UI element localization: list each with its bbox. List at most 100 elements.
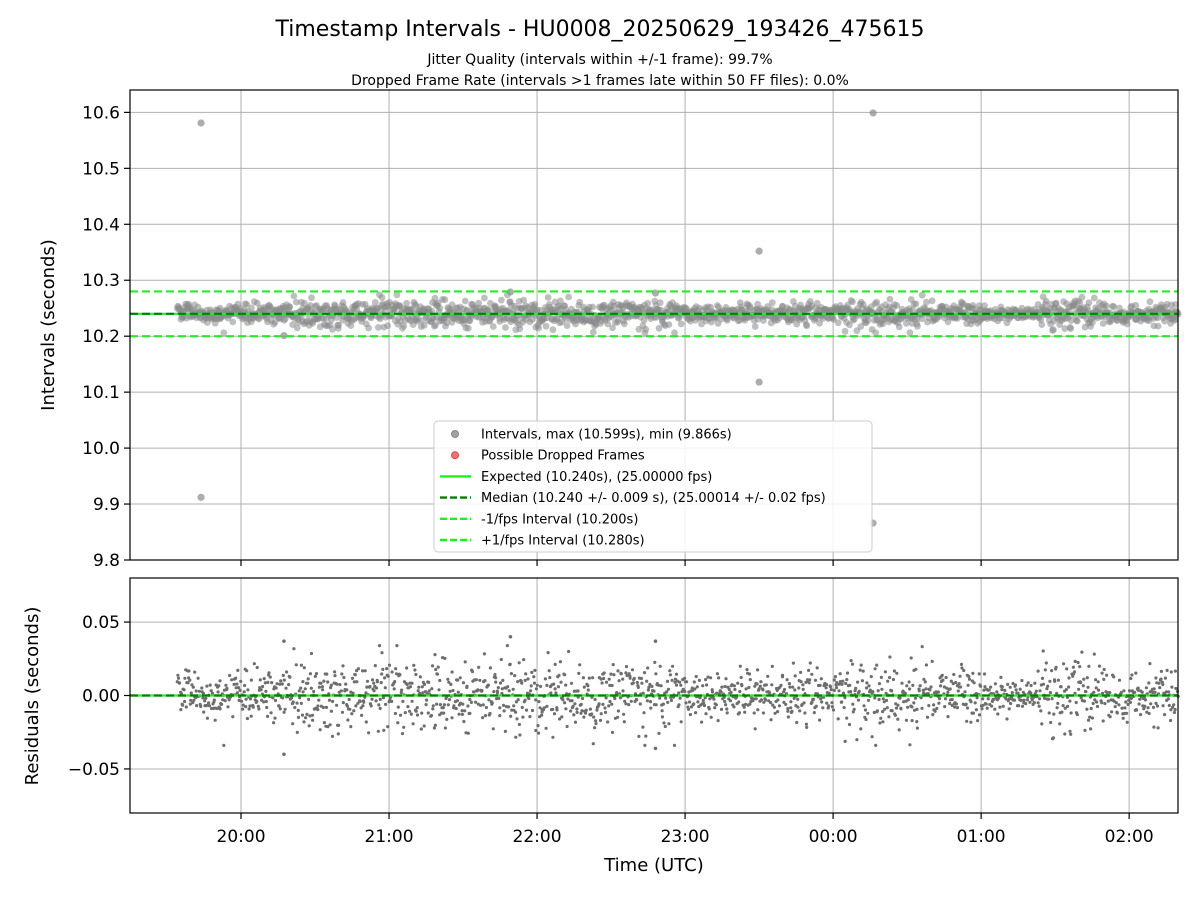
- residual-point: [879, 716, 883, 720]
- interval-point: [253, 299, 261, 307]
- residual-point: [265, 705, 269, 710]
- residual-point: [855, 738, 859, 742]
- residual-point: [701, 684, 705, 688]
- residual-point: [951, 682, 955, 686]
- residual-point: [1045, 687, 1049, 691]
- residuals-y-tick-label: 0.05: [82, 613, 120, 633]
- intervals-plot-frame: [129, 89, 1179, 561]
- residual-point: [1147, 711, 1151, 716]
- residual-point: [971, 711, 976, 715]
- residual-point: [624, 671, 628, 675]
- residual-point: [827, 704, 831, 708]
- residual-point: [759, 698, 764, 702]
- residual-point: [1119, 690, 1123, 695]
- residual-point: [1154, 701, 1158, 706]
- residual-point: [709, 715, 713, 719]
- residual-point: [898, 696, 902, 700]
- interval-point: [620, 320, 628, 328]
- residual-point: [356, 701, 360, 705]
- residual-point: [512, 704, 516, 708]
- residual-point: [450, 670, 454, 674]
- residual-point: [398, 673, 402, 677]
- residual-point: [890, 689, 894, 693]
- residual-extreme-point: [282, 639, 286, 643]
- residual-point: [403, 711, 407, 715]
- residual-point: [584, 711, 588, 715]
- residual-point: [807, 668, 811, 673]
- residual-point: [518, 733, 522, 737]
- residual-point: [450, 716, 454, 720]
- residual-point: [1010, 691, 1014, 695]
- interval-point: [846, 321, 853, 329]
- residual-point: [717, 676, 721, 680]
- residual-point: [203, 699, 207, 703]
- residual-point: [654, 672, 658, 676]
- residual-point: [690, 688, 695, 693]
- residual-point: [545, 704, 549, 709]
- residual-point: [431, 704, 435, 708]
- residual-point: [383, 686, 387, 690]
- residual-point: [361, 669, 365, 673]
- residual-point: [226, 705, 230, 709]
- residual-point: [255, 665, 259, 670]
- residual-point: [599, 677, 603, 681]
- residual-point: [943, 705, 947, 709]
- residual-point: [522, 658, 526, 662]
- residual-point: [565, 724, 569, 729]
- residual-point: [645, 699, 650, 703]
- residual-point: [326, 725, 330, 729]
- residual-point: [818, 718, 822, 722]
- interval-point: [542, 322, 550, 330]
- residual-point: [706, 675, 710, 679]
- residual-point: [753, 727, 757, 731]
- residual-point: [559, 680, 563, 684]
- residual-point: [438, 703, 442, 707]
- residual-point: [1055, 691, 1059, 695]
- residual-point: [515, 717, 519, 721]
- residual-point: [1102, 667, 1106, 672]
- residual-point: [481, 716, 485, 720]
- residual-point: [355, 680, 359, 684]
- residual-point: [247, 707, 251, 711]
- residual-point: [744, 687, 748, 691]
- residual-point: [789, 706, 793, 710]
- residual-point: [405, 682, 409, 687]
- interval-point: [431, 294, 439, 302]
- residual-point: [283, 707, 287, 711]
- residual-point: [455, 699, 459, 703]
- residuals-y-tick-label: −0.05: [68, 760, 120, 780]
- residual-point: [859, 663, 863, 667]
- residual-point: [307, 724, 311, 728]
- residual-point: [602, 676, 606, 681]
- residual-point: [231, 715, 235, 719]
- interval-point: [481, 294, 488, 302]
- residual-point: [748, 678, 752, 682]
- residual-point: [543, 677, 548, 681]
- residual-point: [776, 710, 780, 714]
- residual-point: [924, 663, 929, 667]
- residual-point: [1092, 690, 1096, 694]
- residual-point: [1000, 688, 1004, 692]
- interval-point: [906, 329, 914, 336]
- residual-point: [285, 670, 289, 674]
- residual-point: [347, 697, 351, 702]
- residual-point: [1052, 712, 1056, 716]
- residual-point: [569, 681, 574, 685]
- residual-point: [511, 687, 515, 691]
- residual-point: [858, 668, 862, 672]
- x-tick-label: 23:00: [661, 827, 710, 847]
- residual-point: [534, 698, 538, 702]
- residual-point: [474, 678, 478, 682]
- residual-point: [547, 669, 551, 673]
- residual-point: [537, 700, 541, 704]
- residual-point: [202, 710, 206, 714]
- residual-point: [594, 722, 598, 726]
- residual-point: [262, 677, 266, 681]
- residual-point: [834, 686, 839, 690]
- residual-point: [205, 684, 209, 688]
- residual-point: [1174, 686, 1178, 691]
- residual-point: [785, 678, 789, 682]
- residual-point: [631, 681, 635, 685]
- residual-point: [962, 668, 966, 673]
- interval-point: [520, 296, 528, 304]
